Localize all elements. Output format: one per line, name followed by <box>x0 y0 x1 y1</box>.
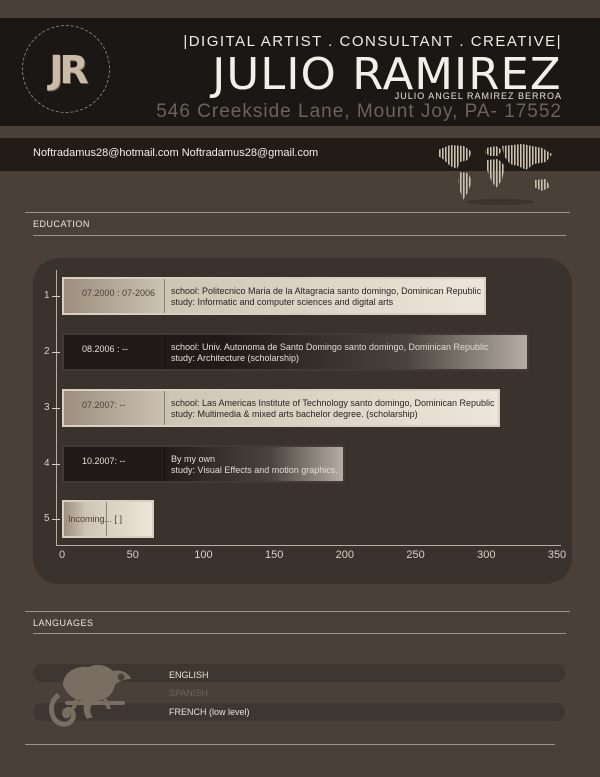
y-tick-mark <box>52 296 60 297</box>
education-bar-2: 08.2006 : -- school: Univ. Autonoma de Sa… <box>62 333 529 371</box>
y-tick-label: 1 <box>44 290 50 301</box>
x-tick-label: 150 <box>264 549 284 561</box>
divider <box>25 212 570 213</box>
education-study: study: Informatic and computer sciences … <box>171 297 394 307</box>
divider <box>33 633 566 634</box>
x-tick-label: 200 <box>335 549 355 561</box>
jr-monogram-icon: JR <box>49 48 88 92</box>
email-addresses[interactable]: Noftradamus28@hotmail.com Noftradamus28@… <box>33 147 319 159</box>
education-study: study: Visual Effects and motion graphic… <box>171 465 338 475</box>
y-tick-mark <box>52 352 60 353</box>
education-bar-3: 07.2007: -- school: Las Americas Institut… <box>62 389 501 427</box>
language-spanish: SPANISH <box>169 688 208 698</box>
education-school: school: Las Americas Institute of Techno… <box>171 398 495 408</box>
footer-divider <box>25 744 555 745</box>
language-french: FRENCH (low level) <box>169 707 250 717</box>
education-date: 10.2007: -- <box>82 456 126 466</box>
languages-title: LANGUAGES <box>33 618 94 628</box>
chameleon-icon <box>49 664 131 727</box>
education-date: 07.2000 : 07-2006 <box>82 288 156 298</box>
education-school: By my own <box>171 454 216 464</box>
education-details: By my own study: Visual Effects and motio… <box>171 454 338 476</box>
education-details: school: Las Americas Institute of Techno… <box>171 398 495 420</box>
education-school: school: Univ. Autonoma de Santo Domingo … <box>171 342 489 352</box>
page-title: JULIO RAMIREZ <box>212 49 562 100</box>
education-study: study: Architecture (scholarship) <box>171 353 300 363</box>
divider <box>25 611 570 612</box>
bar-separator <box>164 391 165 425</box>
x-tick-label: 250 <box>406 549 425 561</box>
x-tick-label: 300 <box>477 549 496 561</box>
x-tick-label: 0 <box>58 549 66 561</box>
y-tick-mark <box>52 519 60 520</box>
education-bar-5: Incoming... [ ] <box>62 500 154 538</box>
tagline: |DIGITAL ARTIST . CONSULTANT . CREATIVE| <box>183 33 562 50</box>
divider <box>33 235 566 236</box>
education-bar-4: 10.2007: -- By my own study: Visual Effect… <box>62 445 345 483</box>
full-name: JULIO ANGEL RAMIREZ BERROA <box>394 91 562 101</box>
language-row-bg <box>33 664 565 682</box>
y-tick-label: 2 <box>44 346 50 357</box>
education-study: study: Multimedia & mixed arts bachelor … <box>171 409 418 419</box>
x-tick-label: 350 <box>547 549 567 561</box>
language-row-bg <box>33 703 565 721</box>
bar-separator <box>164 335 165 369</box>
language-english: ENGLISH <box>169 670 209 680</box>
chart-x-axis <box>56 545 561 546</box>
chart-y-axis <box>56 270 57 545</box>
bar-separator <box>164 279 165 313</box>
y-tick-label: 4 <box>44 458 50 469</box>
x-tick-label: 50 <box>126 549 139 561</box>
address: 546 Creekside Lane, Mount Joy, PA- 17552 <box>156 101 562 122</box>
education-school: school: Politecnico Maria de la Altagrac… <box>171 286 482 296</box>
y-tick-mark <box>52 408 60 409</box>
education-details: school: Politecnico Maria de la Altagrac… <box>171 286 481 308</box>
logo-circle: JR <box>22 25 110 113</box>
y-tick-mark <box>52 464 60 465</box>
y-tick-label: 5 <box>44 513 50 524</box>
education-date: 08.2006 : -- <box>82 344 129 354</box>
world-map-icon <box>438 144 552 205</box>
education-details: school: Univ. Autonoma de Santo Domingo … <box>171 342 489 364</box>
bar-separator <box>106 502 107 536</box>
education-date: 07.2007: -- <box>82 400 126 410</box>
education-title: EDUCATION <box>33 219 90 229</box>
education-bar-1: 07.2000 : 07-2006 school: Politecnico Mar… <box>62 277 487 315</box>
bar-separator <box>164 447 165 481</box>
x-tick-label: 100 <box>194 549 213 561</box>
y-tick-label: 3 <box>44 402 50 413</box>
education-date: Incoming... [ ] <box>68 514 123 524</box>
